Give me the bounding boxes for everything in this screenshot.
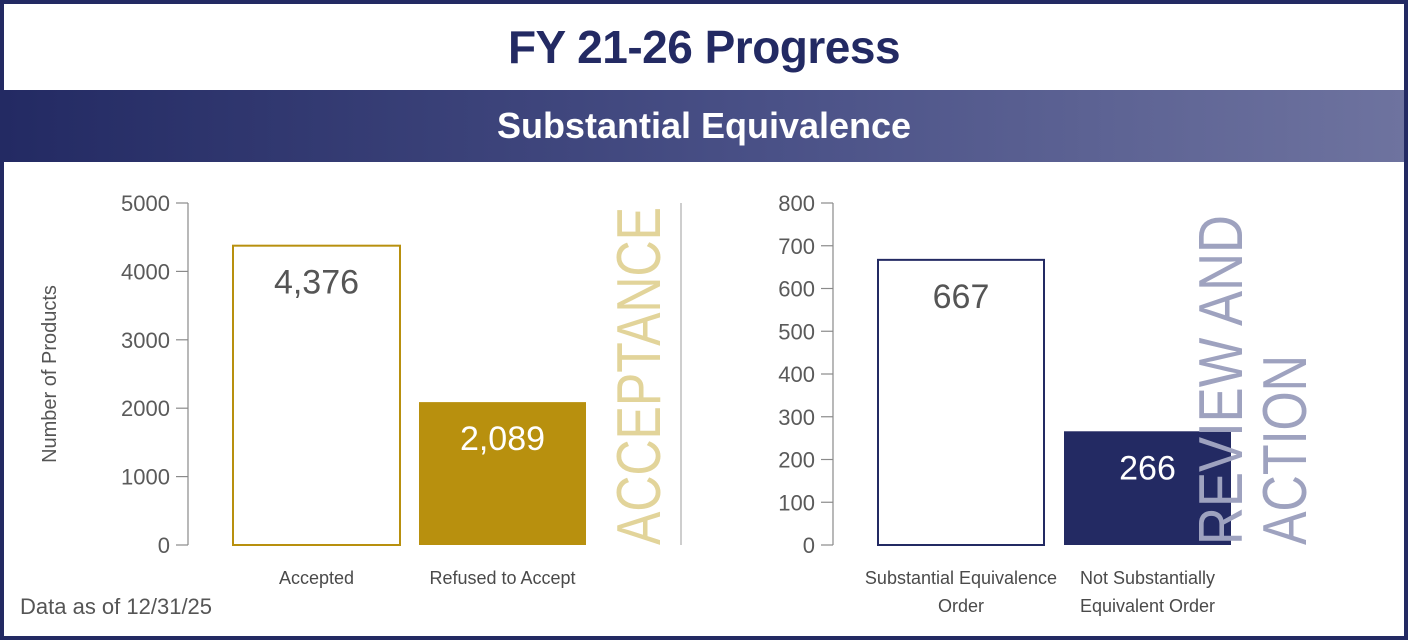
category-label: Order (938, 596, 984, 616)
category-label: Accepted (279, 568, 354, 588)
y-tick-label: 200 (778, 448, 815, 473)
bar-se-order (877, 258, 1045, 546)
y-tick-label: 1000 (121, 465, 170, 490)
bar-value-label: 4,376 (274, 264, 359, 302)
category-label: Substantial Equivalence (865, 568, 1057, 588)
chart-side-title: ACCEPTANCE (605, 207, 674, 545)
y-tick-label: 3000 (121, 328, 170, 353)
bar-value-label: 2,089 (460, 420, 545, 458)
y-tick-label: 400 (778, 362, 815, 387)
category-label: Not Substantially (1080, 568, 1215, 588)
y-tick-label: 5000 (121, 191, 170, 216)
y-tick-label: 500 (778, 319, 815, 344)
bar-refused-to-accept (419, 402, 586, 545)
y-tick-label: 4000 (121, 259, 170, 284)
category-label: Equivalent Order (1080, 596, 1215, 616)
category-label: Refused to Accept (429, 568, 575, 588)
y-tick-label: 300 (778, 405, 815, 430)
bar-accepted (232, 244, 401, 546)
bar-value-label: 667 (933, 278, 990, 316)
bar-value-label: 266 (1119, 449, 1176, 487)
y-tick-label: 100 (778, 490, 815, 515)
y-tick-label: 0 (803, 533, 815, 558)
y-tick-label: 800 (778, 191, 815, 216)
bar-nse-order (1064, 431, 1231, 545)
data-date-footnote: Data as of 12/31/25 (20, 594, 213, 619)
y-tick-label: 600 (778, 277, 815, 302)
y-tick-label: 700 (778, 234, 815, 259)
chart-side-title: ACTION (1251, 355, 1320, 545)
page-subtitle: Substantial Equivalence (4, 90, 1404, 162)
y-tick-label: 0 (158, 533, 170, 558)
y-tick-label: 2000 (121, 396, 170, 421)
y-axis-title: Number of Products (39, 285, 61, 463)
chart-side-title: REVIEW AND (1187, 215, 1256, 545)
page-title: FY 21-26 Progress (507, 21, 901, 73)
